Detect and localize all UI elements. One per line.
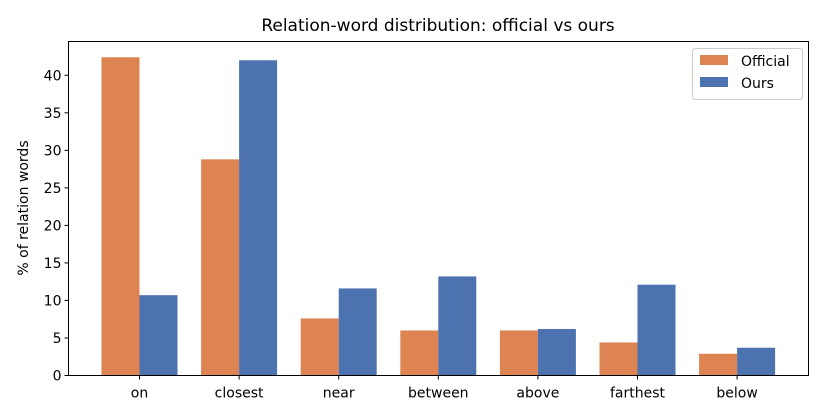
bar-official-closest [201, 159, 240, 376]
bar-ours-above [537, 328, 576, 376]
plot-frame [68, 41, 809, 376]
bar-official-farthest [599, 342, 638, 376]
y-tick-label-0: 0 [53, 369, 62, 385]
bar-official-above [499, 330, 538, 376]
x-tick-label-near: near [323, 386, 355, 402]
bar-official-near [300, 318, 339, 376]
legend-swatch-ours [700, 77, 728, 87]
legend-swatch-official [700, 55, 728, 65]
y-tick-label-5: 5 [53, 331, 62, 347]
y-tick-label-20: 20 [44, 218, 62, 234]
bar-official-on [101, 57, 140, 376]
x-axis: on closest near between above farthest below [131, 375, 758, 402]
y-tick-label-40: 40 [44, 68, 62, 84]
y-axis: 0 5 10 15 20 25 30 35 40 [44, 68, 69, 385]
x-tick-label-farthest: farthest [610, 386, 666, 402]
bar-official-below [699, 353, 738, 376]
bar-ours-below [737, 347, 776, 376]
bars-group [101, 57, 776, 376]
x-tick-label-on: on [131, 386, 148, 402]
y-axis-title: % of relation words [16, 140, 32, 275]
y-tick-label-15: 15 [44, 256, 62, 272]
legend-label-ours: Ours [741, 76, 774, 92]
chart-title: Relation-word distribution: official vs … [261, 16, 614, 36]
bar-ours-closest [239, 60, 278, 376]
bar-ours-farthest [637, 284, 676, 376]
y-tick-label-30: 30 [44, 143, 62, 159]
legend: Official Ours [692, 48, 803, 100]
y-tick-label-10: 10 [44, 293, 62, 309]
bar-official-between [400, 330, 439, 376]
bar-ours-near [338, 288, 377, 376]
bar-ours-on [139, 295, 178, 376]
y-tick-label-25: 25 [44, 181, 62, 197]
x-tick-label-below: below [716, 386, 757, 402]
bar-ours-between [438, 276, 477, 376]
x-tick-label-closest: closest [215, 386, 264, 402]
x-tick-label-between: between [408, 386, 469, 402]
legend-label-official: Official [741, 54, 790, 70]
x-tick-label-above: above [516, 386, 559, 402]
y-tick-label-35: 35 [44, 106, 62, 122]
